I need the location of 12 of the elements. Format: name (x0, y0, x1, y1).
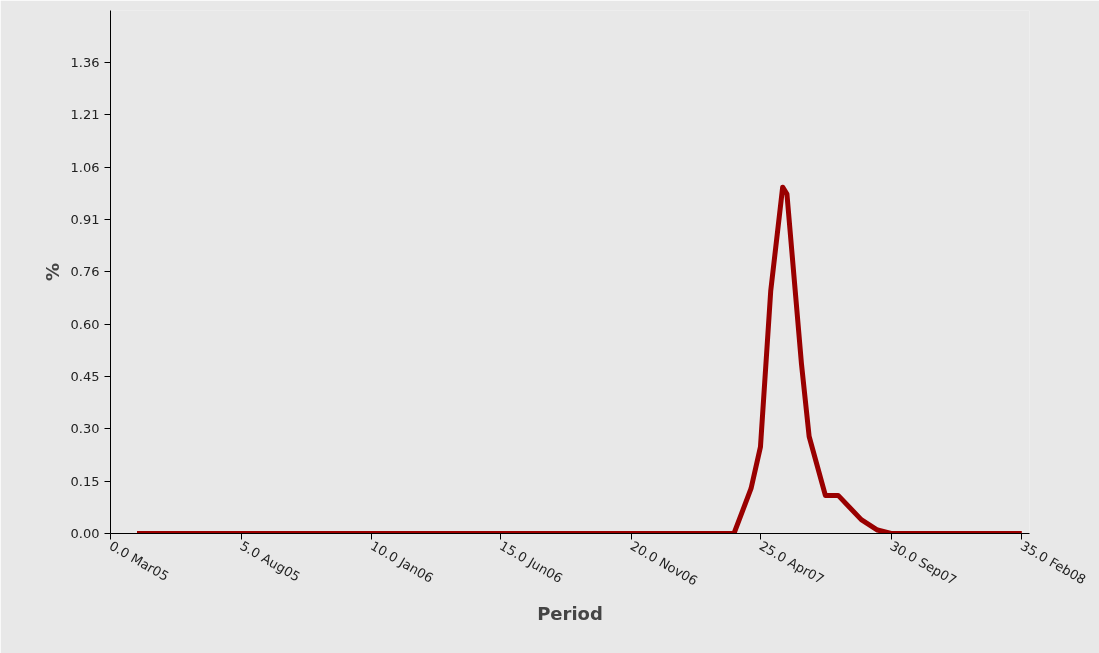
y-tick-label: 0.45 (70, 369, 100, 384)
y-tick-label: 0.91 (70, 211, 100, 227)
y-tick-label: 0.15 (70, 473, 100, 489)
y-tick-label: 1.06 (70, 159, 100, 175)
y-axis-title: % (41, 262, 63, 282)
y-tick-label: 1.21 (70, 107, 100, 123)
y-tick-label: 0.30 (70, 421, 100, 437)
y-tick-label: 0.60 (70, 316, 100, 332)
y-tick-label: 0.00 (70, 526, 100, 541)
y-tick-label: 1.36 (70, 54, 100, 70)
y-tick-label: 0.76 (70, 264, 100, 280)
x-axis-title: Period (537, 602, 603, 624)
